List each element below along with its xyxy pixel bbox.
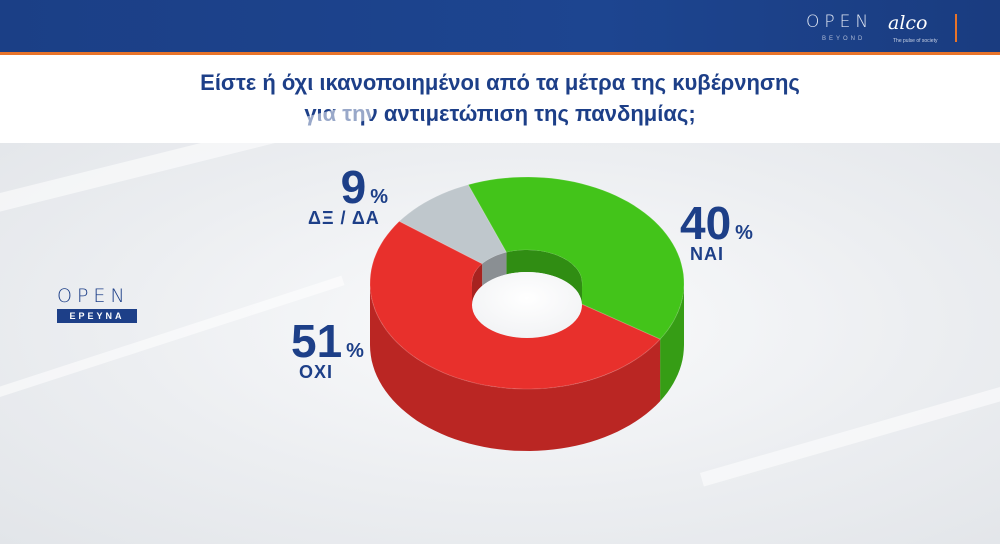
value-dk: 9: [340, 161, 367, 213]
value-oxi: 51: [291, 315, 343, 367]
chart-title-line-1: Είστε ή όχι ικανοποιημένοι από τα μέτρα …: [200, 70, 800, 95]
header-divider: [955, 14, 957, 42]
open-erevna-logo-bottom: ΕΡΕΥΝΑ: [57, 309, 137, 323]
donut-hole: [472, 272, 582, 338]
slice-inner-dk: [482, 252, 507, 286]
open-beyond-logo: OPEN: [806, 12, 874, 32]
label-dk: 9% ΔΞ / ΔΑ: [308, 160, 388, 229]
label-nai: 40% ΝΑΙ: [680, 196, 753, 265]
unit-nai: %: [735, 222, 753, 244]
slice-side-oxi: [370, 283, 661, 451]
chart-title: Είστε ή όχι ικανοποιημένοι από τα μέτρα …: [0, 67, 1000, 129]
open-erevna-logo-top: OPEN: [57, 285, 130, 307]
title-panel: Είστε ή όχι ικανοποιημένοι από τα μέτρα …: [0, 55, 1000, 143]
slice-inner-oxi: [472, 263, 483, 305]
label-oxi: 51% ΟΧΙ: [291, 314, 364, 383]
slice-inner-nai: [506, 250, 582, 305]
unit-dk: %: [370, 186, 388, 208]
category-nai: ΝΑΙ: [690, 244, 724, 264]
category-dk: ΔΞ / ΔΑ: [308, 208, 380, 228]
value-nai: 40: [680, 197, 732, 249]
alco-tagline: The pulse of society: [893, 38, 938, 44]
header-bar: OPEN BEYOND alco The pulse of society: [0, 0, 1000, 55]
open-erevna-logo: OPEN ΕΡΕΥΝΑ: [57, 285, 143, 323]
alco-logo: alco: [888, 12, 928, 34]
category-oxi: ΟΧΙ: [299, 362, 334, 382]
slice-side-nai: [660, 283, 684, 402]
unit-oxi: %: [346, 340, 364, 362]
open-beyond-subtext: BEYOND: [822, 36, 866, 42]
